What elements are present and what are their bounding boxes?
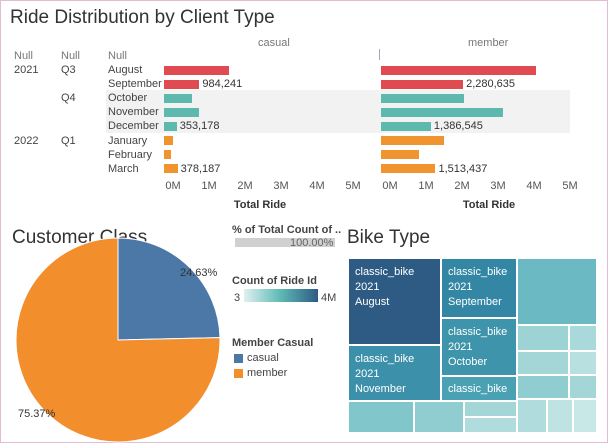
legend-item-casual[interactable]: casual: [247, 352, 279, 364]
treemap-cell-classic-2021-september[interactable]: classic_bike 2021 September: [441, 258, 517, 318]
casual-bar[interactable]: [164, 93, 193, 103]
treemap-cell[interactable]: [517, 399, 547, 433]
casual-bar[interactable]: [164, 107, 200, 117]
casual-axis-tick: 3M: [273, 180, 289, 192]
row-month: January: [108, 134, 148, 147]
row-month: October: [108, 92, 148, 105]
casual-axis-tick: 0M: [165, 180, 181, 192]
treemap-cell-label: classic_bike 2021 August: [355, 266, 415, 308]
legend-item-member[interactable]: member: [247, 367, 288, 379]
count-legend-title: Count of Ride Id: [232, 275, 317, 287]
treemap-cell-label: classic_bike 2021 November: [355, 353, 415, 395]
treemap-cell[interactable]: [517, 375, 569, 399]
row-month: March: [108, 162, 139, 175]
casual-data-label: 353,178: [179, 120, 220, 133]
treemap-cell[interactable]: [348, 401, 414, 433]
customer-class-title: Customer Class: [12, 227, 148, 248]
row-month: August: [108, 64, 143, 76]
casual-bar[interactable]: [164, 136, 173, 145]
row-month: November: [108, 106, 159, 119]
row-year: 2022: [14, 134, 39, 147]
casual-axis-tick: 1M: [201, 180, 217, 192]
treemap-cell[interactable]: [547, 399, 573, 433]
treemap-cell-label: classic_bike: [448, 383, 508, 395]
member-bar[interactable]: [381, 164, 436, 174]
casual-axis-title: Total Ride: [233, 199, 287, 211]
member-bar[interactable]: [381, 150, 419, 160]
member-axis-tick: 4M: [526, 180, 542, 192]
row-quarter: Q3: [61, 64, 76, 76]
member-data-label: 2,280,635: [466, 78, 516, 91]
member-data-label: 1,386,545: [433, 120, 483, 133]
row-quarter: Q4: [61, 92, 76, 105]
ride-distribution-title: Ride Distribution by Client Type: [10, 7, 275, 28]
casual-bar[interactable]: [164, 150, 172, 160]
casual-bar[interactable]: [164, 79, 200, 89]
pie-label-member: 75.37%: [18, 408, 56, 420]
row-year: 2021: [14, 64, 39, 76]
count-legend-min: 3: [234, 292, 241, 304]
member-column-header: member: [468, 37, 509, 49]
treemap-cell-label: classic_bike 2021 September: [448, 266, 508, 308]
casual-data-label: 378,187: [180, 162, 221, 175]
pct-legend-value: 100.00%: [290, 237, 334, 249]
treemap-cell[interactable]: [464, 417, 517, 433]
legend-swatch-casual: [234, 354, 243, 363]
casual-column-header: casual: [258, 37, 290, 49]
header-quarter: Null: [61, 50, 80, 62]
treemap-cell-label: classic_bike 2021 October: [448, 326, 508, 368]
casual-axis-tick: 2M: [237, 180, 253, 192]
treemap-cell-classic-2021-november[interactable]: classic_bike 2021 November: [348, 345, 441, 401]
treemap-cell[interactable]: [517, 325, 569, 351]
row-month: February: [108, 148, 153, 161]
member-bar[interactable]: [381, 107, 504, 117]
treemap-cell[interactable]: [517, 351, 569, 375]
member-axis-tick: 5M: [562, 180, 578, 192]
treemap-cell[interactable]: [569, 325, 597, 351]
member-axis-tick: 0M: [382, 180, 398, 192]
treemap-cell[interactable]: [414, 401, 464, 433]
treemap-cell[interactable]: [517, 258, 597, 325]
legend-swatch-member: [234, 369, 243, 378]
member-bar[interactable]: [381, 121, 431, 131]
header-year: Null: [14, 50, 33, 62]
treemap-cell[interactable]: [573, 399, 597, 433]
treemap-cell-classic-2021-august[interactable]: classic_bike 2021 August: [348, 258, 441, 345]
member-bar[interactable]: [381, 65, 536, 75]
member-axis-tick: 3M: [490, 180, 506, 192]
casual-bar[interactable]: [164, 121, 177, 131]
row-quarter: Q1: [61, 134, 76, 147]
member-null-marker: [379, 49, 380, 60]
member-bar[interactable]: [381, 93, 464, 103]
member-axis-title: Total Ride: [462, 199, 516, 211]
member-legend-title: Member Casual: [232, 337, 314, 349]
casual-data-label: 984,241: [202, 78, 243, 91]
row-month: December: [108, 120, 159, 133]
pie-label-casual: 24.63%: [180, 267, 218, 279]
treemap-cell-classic-bike[interactable]: classic_bike: [441, 376, 517, 401]
member-axis-tick: 2M: [454, 180, 470, 192]
count-legend-gradient: [244, 289, 318, 302]
member-bar[interactable]: [381, 79, 464, 89]
pct-legend-title: % of Total Count of ..: [232, 224, 342, 236]
casual-axis-tick: 5M: [345, 180, 361, 192]
treemap-cell[interactable]: [569, 351, 597, 375]
member-bar[interactable]: [381, 136, 444, 145]
member-data-label: 1,513,437: [438, 162, 488, 175]
bike-type-title: Bike Type: [347, 227, 431, 248]
row-month: September: [108, 78, 162, 91]
treemap-cell-classic-2021-october[interactable]: classic_bike 2021 October: [441, 318, 517, 376]
pct-legend-bar: [235, 238, 335, 247]
casual-bar[interactable]: [164, 164, 178, 174]
casual-axis-tick: 4M: [309, 180, 325, 192]
treemap-cell[interactable]: [569, 375, 597, 399]
count-legend-max: 4M: [321, 292, 337, 304]
member-axis-tick: 1M: [418, 180, 434, 192]
header-month: Null: [108, 50, 127, 62]
casual-bar[interactable]: [164, 65, 229, 75]
treemap-cell[interactable]: [464, 401, 517, 417]
